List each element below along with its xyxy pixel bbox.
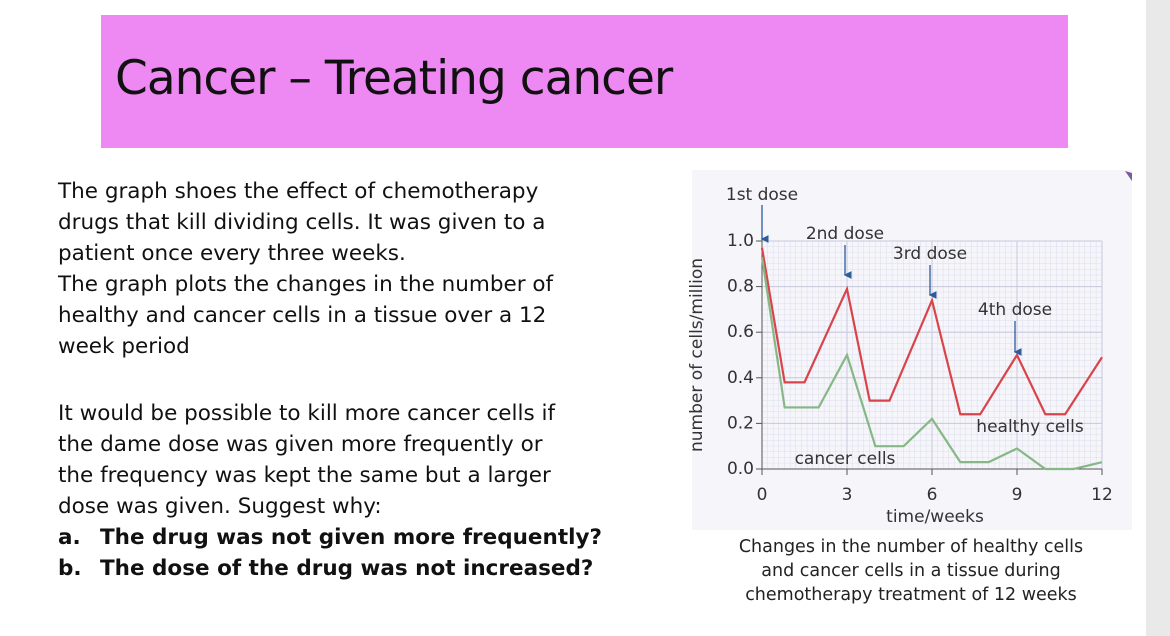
x-tick-label: 6 — [927, 485, 938, 505]
question-text: The drug was not given more frequently? — [100, 525, 602, 550]
dose-label: 2nd dose — [806, 224, 884, 244]
question: b. The dose of the drug was not increased… — [58, 553, 602, 584]
question-marker: b. — [58, 556, 82, 581]
x-tick-label: 9 — [1012, 485, 1023, 505]
y-axis-label: number of cells/million — [687, 258, 707, 452]
dose-label: 3rd dose — [893, 244, 967, 264]
x-tick-label: 0 — [757, 485, 768, 505]
text-line: It would be possible to kill more cancer… — [58, 401, 556, 426]
series-line — [760, 247, 1103, 416]
question: a. The drug was not given more frequently… — [58, 522, 602, 553]
text-line: the dame dose was given more frequently … — [58, 432, 543, 457]
caption-line: chemotherapy treatment of 12 weeks — [745, 585, 1077, 605]
header: Cancer – Treating cancer — [101, 15, 1068, 148]
y-tick-label: 0.8 — [727, 277, 754, 297]
y-tick-label: 0.0 — [727, 459, 754, 479]
paragraph: It would be possible to kill more cancer… — [58, 398, 555, 522]
dose-label: 4th dose — [978, 300, 1052, 320]
text-line: healthy and cancer cells in a tissue ove… — [58, 303, 547, 328]
x-tick-label: 3 — [842, 485, 853, 505]
text-line: The graph plots the changes in the numbe… — [58, 272, 554, 297]
y-tick-label: 1.0 — [727, 231, 754, 251]
series-line — [760, 256, 1103, 471]
caption: Changes in the number of healthy cells an… — [690, 535, 1132, 607]
dose-label: 1st dose — [726, 185, 798, 205]
question-marker: a. — [58, 525, 81, 550]
caption-line: and cancer cells in a tissue during — [761, 561, 1061, 581]
slide: Cancer – Treating cancer The graph shoes… — [0, 0, 1146, 636]
question-text: The dose of the drug was not increased? — [100, 556, 594, 581]
series-label: healthy cells — [976, 417, 1084, 437]
text-line: week period — [58, 334, 190, 359]
text-line: patient once every three weeks. — [58, 241, 406, 266]
corner-mark — [1125, 171, 1132, 181]
y-tick-label: 0.6 — [727, 322, 754, 342]
y-tick-label: 0.2 — [727, 413, 754, 433]
text-line: the frequency was kept the same but a la… — [58, 463, 551, 488]
y-tick-label: 0.4 — [727, 368, 754, 388]
text-line: drugs that kill dividing cells. It was g… — [58, 210, 546, 235]
x-tick-label: 12 — [1091, 485, 1113, 505]
x-axis-label: time/weeks — [886, 507, 984, 527]
title: Cancer – Treating cancer — [115, 51, 673, 106]
chart: 0.0 0.2 0.4 0.6 0.8 1.0 0 3 6 9 12 time/weeks number… — [687, 170, 1132, 530]
caption-line: Changes in the number of healthy cells — [738, 537, 1084, 557]
text-line: The graph shoes the effect of chemothera… — [58, 179, 539, 204]
paragraph: The graph shoes the effect of chemothera… — [58, 176, 553, 362]
questions: a. The drug was not given more frequently… — [58, 522, 602, 584]
text-line: dose was given. Suggest why: — [58, 494, 382, 519]
series-label: cancer cells — [795, 449, 896, 469]
